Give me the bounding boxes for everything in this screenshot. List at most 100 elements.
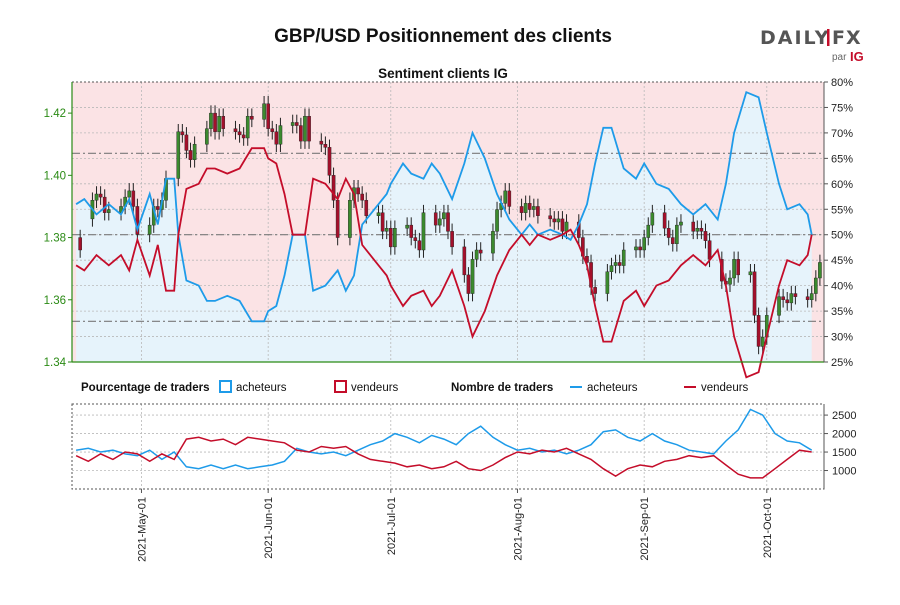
candle-body bbox=[552, 218, 557, 223]
count-panel-frame bbox=[71, 403, 825, 490]
candle-body bbox=[323, 144, 328, 148]
candle-body bbox=[188, 150, 193, 160]
candle-body bbox=[417, 240, 422, 251]
candle-body bbox=[666, 228, 671, 238]
candle-body bbox=[176, 131, 181, 179]
candle-body bbox=[274, 131, 279, 145]
candle-body bbox=[217, 116, 221, 132]
candle-body bbox=[205, 128, 209, 145]
candle-body bbox=[462, 246, 467, 276]
candle-body bbox=[805, 296, 810, 300]
candle-body bbox=[576, 221, 581, 238]
candle-body bbox=[756, 315, 761, 347]
candle-body bbox=[307, 116, 311, 142]
percent-tick-label: 55% bbox=[831, 204, 853, 216]
candle-body bbox=[532, 206, 536, 210]
candle-body bbox=[527, 203, 532, 210]
date-tick-label: 2021-Jun-01 bbox=[263, 497, 275, 559]
candle-body bbox=[634, 246, 638, 251]
candle-body bbox=[180, 131, 185, 136]
candle-body bbox=[691, 221, 696, 232]
candle-body bbox=[78, 237, 82, 251]
date-tick-label: 2021-Jul-01 bbox=[386, 497, 398, 555]
buyers-area bbox=[76, 92, 812, 362]
count-tick-label: 1000 bbox=[832, 466, 856, 478]
candle-body bbox=[760, 336, 765, 347]
candle-body bbox=[98, 193, 103, 198]
candle-body bbox=[670, 237, 675, 244]
candle-body bbox=[245, 116, 250, 139]
candle-body bbox=[335, 200, 340, 238]
candle-body bbox=[703, 231, 708, 241]
candle-body bbox=[131, 190, 136, 207]
candle-body bbox=[748, 271, 753, 276]
percent-tick-label: 65% bbox=[831, 153, 853, 165]
candle-body bbox=[470, 259, 475, 294]
candle-body bbox=[609, 265, 614, 272]
candle-body bbox=[94, 193, 99, 201]
candle-body bbox=[777, 296, 781, 316]
legend-pct-title: Pourcentage de traders bbox=[81, 382, 209, 394]
count-sellers-line bbox=[75, 436, 812, 479]
price-tick-label: 1.36 bbox=[44, 295, 66, 307]
legend-count-sellers-label: vendeurs bbox=[701, 382, 749, 394]
date-tick-label: 2021-Oct-01 bbox=[762, 497, 774, 558]
candle-body bbox=[270, 128, 275, 132]
candle-body bbox=[491, 231, 495, 254]
count-tick-label: 1500 bbox=[832, 447, 856, 459]
main-panel-frame bbox=[71, 81, 825, 363]
candle-body bbox=[560, 218, 565, 232]
percent-tick-label: 80% bbox=[831, 77, 853, 89]
candle-body bbox=[662, 212, 667, 229]
candle-body bbox=[237, 131, 242, 136]
candle-body bbox=[327, 147, 332, 176]
candle-body bbox=[695, 228, 700, 232]
date-tick-label: 2021-Sep-01 bbox=[639, 497, 651, 561]
candlestick-series bbox=[78, 96, 822, 355]
date-tick-label: 2021-Aug-01 bbox=[512, 497, 524, 561]
candle-body bbox=[781, 296, 785, 300]
count-lines bbox=[75, 408, 813, 479]
candle-body bbox=[409, 224, 414, 238]
candle-body bbox=[299, 125, 303, 142]
candle-body bbox=[809, 293, 814, 300]
candle-body bbox=[699, 228, 704, 232]
legend-pct-sellers-swatch bbox=[334, 380, 347, 393]
candle-body bbox=[503, 190, 508, 204]
candle-body bbox=[564, 221, 569, 232]
candle-body bbox=[495, 209, 499, 232]
logo-ig: IG bbox=[850, 49, 864, 64]
candle-body bbox=[646, 224, 651, 238]
candle-body bbox=[793, 293, 798, 297]
candle-body bbox=[466, 274, 471, 294]
candle-body bbox=[621, 249, 626, 266]
candle-body bbox=[650, 212, 655, 226]
candle-body bbox=[507, 190, 512, 207]
date-axis: 2021-May-01 2021-Jun-01 2021-Jul-01 2021-Au… bbox=[136, 489, 774, 562]
candle-body bbox=[752, 271, 757, 316]
count-buyers-line bbox=[75, 408, 813, 470]
candle-body bbox=[605, 271, 610, 294]
candle-body bbox=[294, 122, 299, 126]
dailyfx-logo-bar bbox=[827, 29, 830, 46]
count-plot-border bbox=[71, 403, 825, 490]
price-tick-label: 1.38 bbox=[44, 233, 66, 245]
candle-body bbox=[413, 237, 418, 241]
price-axis: 1.34 1.36 1.38 1.40 1.42 bbox=[44, 108, 72, 369]
percent-tick-label: 50% bbox=[831, 230, 853, 242]
candle-body bbox=[360, 193, 364, 201]
price-tick-label: 1.40 bbox=[44, 170, 66, 182]
legend-pct-buyers-swatch bbox=[219, 380, 232, 393]
candle-body bbox=[474, 249, 479, 260]
candle-body bbox=[384, 228, 389, 232]
price-tick-label: 1.42 bbox=[44, 108, 66, 120]
candle-body bbox=[728, 277, 732, 285]
percent-tick-label: 25% bbox=[831, 357, 853, 369]
candle-body bbox=[147, 224, 152, 235]
candle-body bbox=[319, 140, 324, 145]
candle-body bbox=[789, 293, 794, 304]
candle-body bbox=[732, 259, 736, 279]
candle-body bbox=[679, 221, 683, 226]
candle-body bbox=[388, 228, 393, 248]
candle-body bbox=[642, 237, 646, 251]
